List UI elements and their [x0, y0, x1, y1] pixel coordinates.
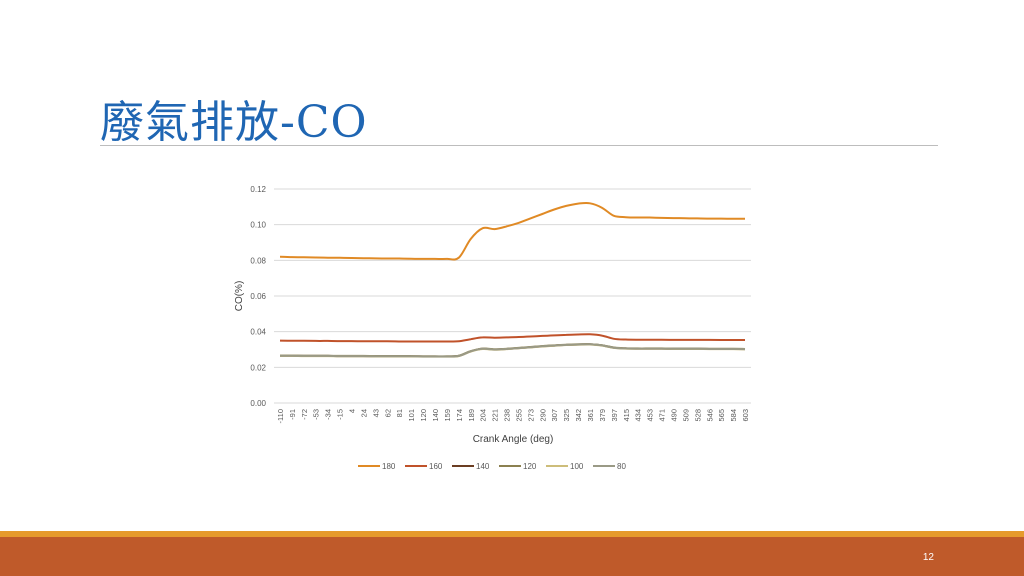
x-axis-tick-labels: -110 -91 -72 -53 -34 -15 4 24 43 62 81 101 120 140 159… [276, 409, 750, 423]
x-tick-label: 81 [395, 409, 404, 417]
co-emission-line-chart: 0.000.020.040.060.080.100.12 -110 -91 -72-… [234, 185, 751, 471]
x-tick-label: 342 [574, 409, 583, 422]
page-number: 12 [922, 552, 934, 563]
y-tick-label: 0.06 [250, 292, 266, 301]
x-tick-label: -34 [324, 409, 333, 420]
legend-label-100: 100 [570, 462, 584, 471]
series-line-80 [279, 343, 746, 358]
x-tick-label: 325 [562, 409, 571, 422]
x-tick-label: 415 [622, 409, 631, 422]
x-tick-label: 453 [646, 409, 655, 422]
y-tick-label: 0.08 [250, 256, 266, 265]
x-tick-label: 434 [634, 409, 643, 422]
x-tick-label: 140 [431, 409, 440, 422]
legend-label-160: 160 [429, 462, 443, 471]
series-line-120 [279, 343, 746, 358]
legend-label-180: 180 [382, 462, 396, 471]
x-tick-label: 221 [491, 409, 500, 422]
x-tick-label: 603 [741, 409, 750, 422]
x-tick-label: 471 [658, 409, 667, 422]
legend-label-120: 120 [523, 462, 537, 471]
x-tick-label: 273 [526, 409, 535, 422]
legend-label-140: 140 [476, 462, 490, 471]
title-divider [100, 145, 938, 146]
x-tick-label: 189 [467, 409, 476, 422]
x-tick-label: -15 [336, 409, 345, 420]
y-tick-label: 0.10 [250, 221, 266, 230]
y-tick-label: 0.00 [250, 399, 266, 408]
y-axis-label: CO(%) [234, 281, 245, 312]
x-tick-label: -53 [312, 409, 321, 420]
x-tick-label: 290 [538, 409, 547, 422]
series-line-100 [280, 343, 746, 358]
x-tick-label: 174 [455, 409, 464, 422]
x-tick-label: 101 [407, 409, 416, 422]
x-tick-label: 204 [479, 409, 488, 422]
series-line-160 [279, 333, 745, 343]
x-tick-label: 509 [681, 409, 690, 422]
footer-accent-stripe [0, 531, 1024, 537]
x-tick-label: 24 [359, 409, 368, 417]
chart-series-lines [279, 201, 746, 358]
x-tick-label: 528 [693, 409, 702, 422]
y-tick-label: 0.04 [250, 328, 266, 337]
x-tick-label: 255 [514, 409, 523, 422]
x-tick-label: -110 [276, 409, 285, 423]
x-tick-label: 565 [717, 409, 726, 422]
series-line-180 [279, 201, 745, 261]
legend-label-80: 80 [617, 462, 626, 471]
chart-legend: 180 160 140 120 100 80 [358, 462, 626, 471]
x-tick-label: 584 [729, 409, 738, 422]
x-tick-label: 546 [705, 409, 714, 422]
x-tick-label: 43 [371, 409, 380, 417]
y-tick-label: 0.12 [250, 185, 266, 194]
x-tick-label: 397 [610, 409, 619, 422]
x-tick-label: 4 [348, 409, 357, 413]
series-line-140 [279, 343, 746, 358]
x-tick-label: 379 [598, 409, 607, 422]
x-axis-label: Crank Angle (deg) [473, 434, 554, 445]
slide-title: 廢氣排放-CO [100, 97, 368, 148]
x-tick-label: 159 [443, 409, 452, 422]
x-tick-label: -91 [288, 409, 297, 420]
y-tick-label: 0.02 [250, 363, 266, 372]
x-tick-label: 490 [669, 409, 678, 422]
chart-gridlines [274, 188, 751, 404]
x-tick-label: 361 [586, 409, 595, 422]
y-axis-tick-labels: 0.00 0.02 0.04 0.06 0.08 0.10 0.12 [250, 185, 266, 408]
x-tick-label: -72 [300, 409, 309, 420]
x-tick-label: 238 [503, 409, 512, 422]
x-tick-label: 307 [550, 409, 559, 422]
x-tick-label: 62 [383, 409, 392, 417]
footer-bar [0, 537, 1024, 576]
x-tick-label: 120 [419, 409, 428, 422]
